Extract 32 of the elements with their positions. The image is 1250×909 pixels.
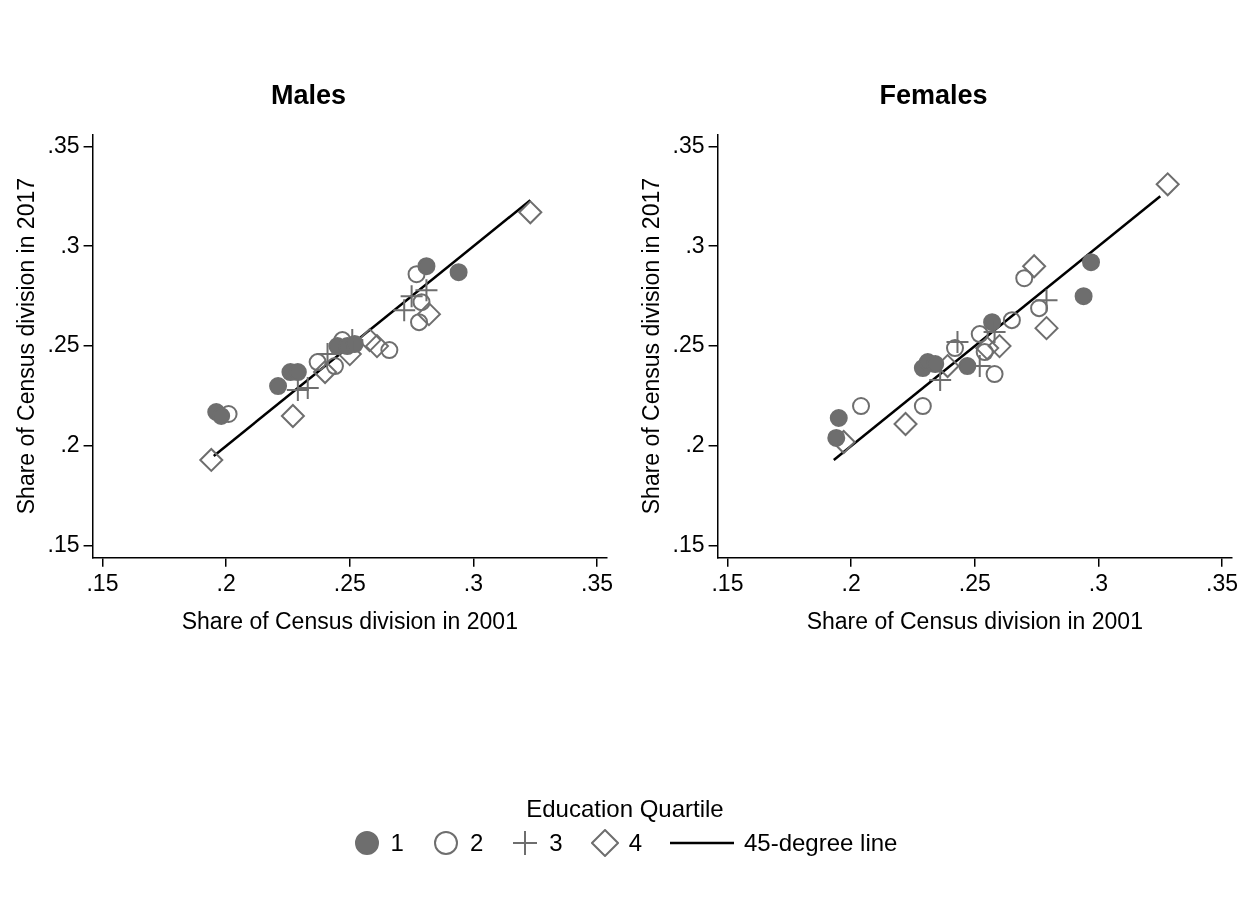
y-tick-label: .35: [47, 131, 80, 158]
y-tick-label: .25: [672, 331, 705, 358]
y-tick-label: .15: [47, 531, 80, 558]
x-tick-label: .2: [841, 569, 861, 596]
x-tick-label: .15: [711, 569, 744, 596]
x-axis-title: Share of Census division in 2001: [181, 607, 518, 634]
x-tick-label: .35: [581, 569, 614, 596]
y-axis-title: Share of Census division in 2017: [13, 177, 40, 515]
x-axis-title: Share of Census division in 2001: [806, 607, 1143, 634]
y-tick-label: .25: [47, 331, 80, 358]
chart-title: Males: [270, 79, 347, 110]
legend-label: 45-degree line: [743, 829, 898, 857]
chart-title: Females: [879, 79, 988, 110]
x-tick-label: .3: [1088, 569, 1109, 596]
x-tick-label: .35: [1206, 569, 1239, 596]
legend-label: 3: [549, 829, 563, 857]
x-tick-label: .25: [333, 569, 366, 596]
legend-label: 1: [390, 829, 404, 857]
x-tick-label: .3: [463, 569, 484, 596]
x-tick-label: .15: [86, 569, 119, 596]
x-tick-label: .2: [216, 569, 236, 596]
y-tick-label: .2: [685, 431, 705, 458]
y-tick-label: .35: [672, 131, 705, 158]
y-axis-title: Share of Census division in 2017: [638, 177, 665, 515]
y-tick-label: .3: [60, 231, 80, 258]
y-tick-label: .2: [60, 431, 80, 458]
y-tick-label: .15: [672, 531, 705, 558]
legend-title: Education Quartile: [525, 795, 725, 823]
legend-label: 4: [628, 829, 642, 857]
legend-label: 2: [469, 829, 484, 857]
y-tick-label: .3: [685, 231, 705, 258]
x-tick-label: .25: [958, 569, 991, 596]
